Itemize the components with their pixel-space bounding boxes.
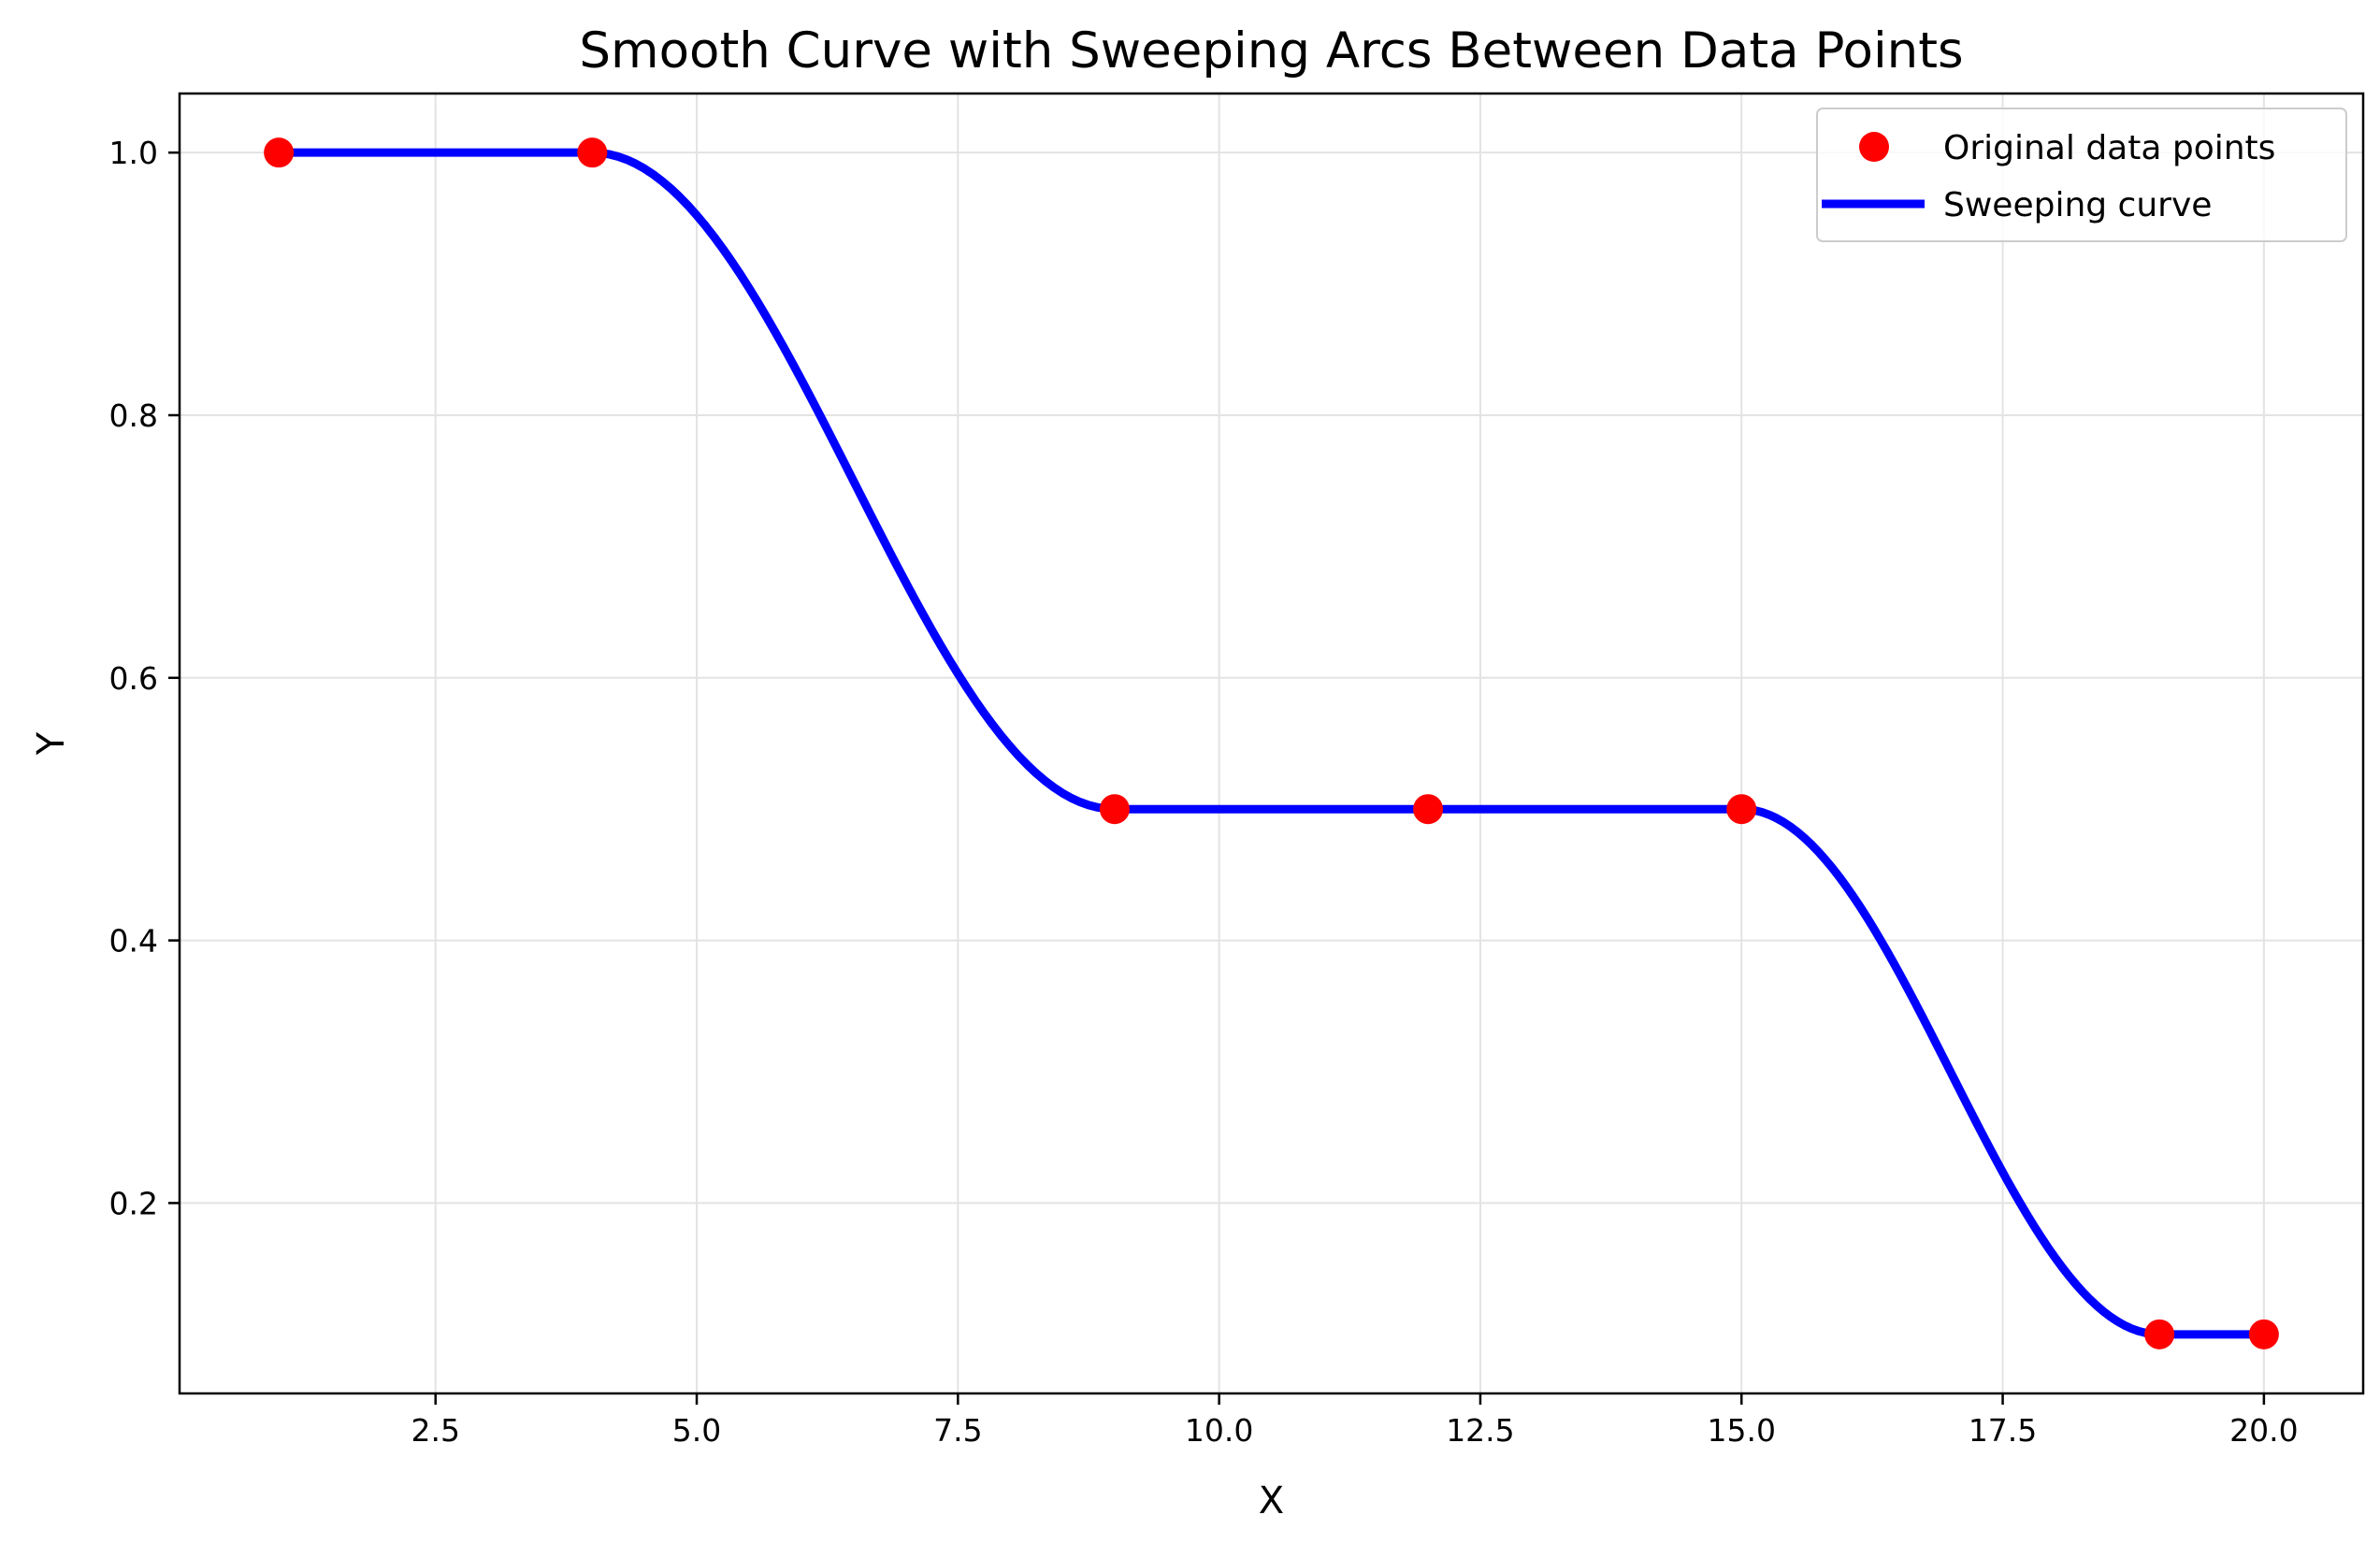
legend: Original data points Sweeping curve — [1816, 108, 2347, 242]
data-point — [2248, 1319, 2279, 1349]
data-point — [1413, 794, 1444, 825]
legend-label-curve: Sweeping curve — [1943, 186, 2212, 224]
legend-label-points: Original data points — [1943, 129, 2275, 167]
data-point — [1726, 794, 1757, 825]
axes-frame — [178, 92, 2365, 1395]
data-point — [1099, 794, 1130, 825]
x-tick-label: 20.0 — [2229, 1412, 2298, 1449]
points-layer — [264, 137, 2279, 1349]
chart-title: Smooth Curve with Sweeping Arcs Between … — [579, 22, 1963, 79]
x-tick-label: 15.0 — [1708, 1412, 1776, 1449]
data-point — [577, 137, 608, 168]
data-point — [264, 137, 295, 168]
x-axis-ticks: 2.5 5.0 7.5 10.0 12.5 15.0 17.5 20.0 — [411, 1393, 2299, 1449]
data-point — [2144, 1319, 2175, 1349]
x-tick-label: 12.5 — [1446, 1412, 1514, 1449]
y-tick-label: 0.4 — [109, 923, 158, 960]
legend-box — [1816, 108, 2347, 242]
x-tick-label: 17.5 — [1969, 1412, 2037, 1449]
y-axis-ticks: 0.2 0.4 0.6 0.8 1.0 — [109, 135, 180, 1221]
x-tick-label: 7.5 — [933, 1412, 982, 1449]
x-tick-label: 5.0 — [672, 1412, 721, 1449]
y-axis-label: Y — [30, 731, 73, 756]
y-tick-label: 0.8 — [109, 397, 158, 434]
x-axis-label: X — [1259, 1479, 1284, 1522]
grid — [180, 94, 2363, 1393]
legend-marker-points — [1859, 132, 1889, 162]
y-tick-label: 0.6 — [109, 660, 158, 697]
y-tick-label: 1.0 — [109, 135, 158, 171]
x-tick-label: 10.0 — [1185, 1412, 1253, 1449]
y-tick-label: 0.2 — [109, 1185, 158, 1221]
x-tick-label: 2.5 — [411, 1412, 459, 1449]
